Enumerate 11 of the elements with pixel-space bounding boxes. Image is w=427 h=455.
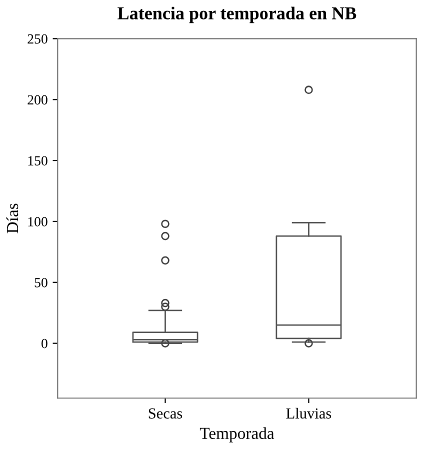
y-tick-label: 50 — [34, 278, 48, 288]
y-tick-label: 150 — [28, 156, 48, 166]
chart-title: Latencia por temporada en NB — [118, 6, 356, 24]
y-axis-title: Días — [6, 204, 18, 234]
x-tick-label: Lluvias — [286, 408, 332, 419]
y-tick-label: 250 — [28, 34, 48, 44]
y-tick-label: 0 — [42, 338, 48, 348]
y-tick-label: 200 — [28, 95, 48, 105]
x-axis-title: Temporada — [200, 427, 274, 442]
y-tick-label: 100 — [28, 217, 48, 226]
x-tick-label: Secas — [148, 408, 182, 419]
